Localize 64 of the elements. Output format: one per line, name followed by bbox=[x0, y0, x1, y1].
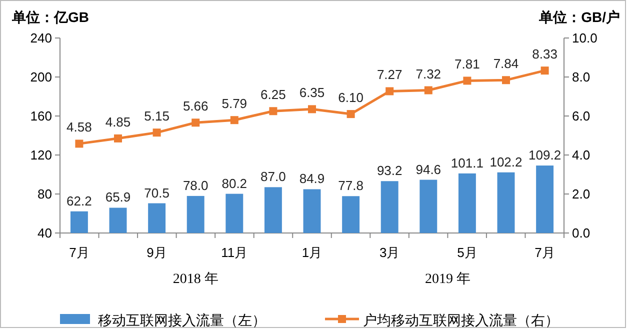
x-tick-label: 9月 bbox=[146, 245, 167, 260]
data-label: 5.66 bbox=[182, 98, 208, 114]
data-label: 65.9 bbox=[105, 190, 131, 205]
point bbox=[463, 76, 472, 85]
point bbox=[502, 76, 510, 84]
y2-tick-label: 10.0 bbox=[572, 30, 598, 46]
data-label: 93.2 bbox=[376, 163, 402, 178]
y-tick-label: 160 bbox=[30, 108, 52, 124]
data-label: 6.35 bbox=[299, 85, 325, 100]
text: 2019 年 bbox=[425, 271, 471, 287]
point bbox=[75, 140, 84, 148]
legend-label: 户均移动互联网接入流量（右） bbox=[363, 312, 559, 328]
data-label: 5.15 bbox=[144, 108, 170, 124]
y-tick-label: 120 bbox=[30, 148, 52, 163]
point bbox=[308, 105, 316, 114]
data-label: 62.2 bbox=[66, 193, 92, 208]
point bbox=[540, 66, 549, 75]
data-label: 77.8 bbox=[338, 178, 364, 194]
data-label: 6.10 bbox=[338, 90, 364, 106]
data-label: 87.0 bbox=[260, 169, 286, 184]
point bbox=[346, 110, 355, 118]
y-tick-label: 40 bbox=[38, 226, 52, 241]
y2-tick-label: 8.0 bbox=[572, 70, 590, 85]
x-tick-label: 3月 bbox=[379, 245, 400, 260]
y-tick-label: 200 bbox=[30, 70, 52, 85]
data-label: 7.84 bbox=[493, 56, 519, 72]
data-label: 4.85 bbox=[105, 114, 131, 130]
x-tick-label: 1月 bbox=[302, 245, 322, 260]
data-label: 70.5 bbox=[144, 185, 170, 200]
y-axis-title: 单位：亿GB bbox=[11, 9, 89, 25]
y2-tick-label: 6.0 bbox=[572, 108, 590, 124]
x-tick-label: 7月 bbox=[69, 245, 90, 260]
point bbox=[269, 107, 278, 116]
y2-tick-label: 0.0 bbox=[572, 226, 590, 241]
data-label: 109.2 bbox=[528, 148, 562, 163]
point bbox=[152, 128, 161, 137]
data-label: 7.32 bbox=[416, 66, 442, 82]
legend-label: 移动互联网接入流量（左） bbox=[98, 312, 266, 328]
x-tick-label: 7月 bbox=[534, 245, 555, 260]
point bbox=[114, 134, 122, 142]
y-tick-label: 240 bbox=[30, 30, 52, 46]
x-tick-label: 11月 bbox=[221, 245, 248, 260]
y2-axis-title: 单位：GB/户 bbox=[538, 9, 620, 25]
data-label: 94.6 bbox=[416, 162, 442, 177]
y-tick-label: 80 bbox=[38, 186, 52, 202]
point bbox=[424, 86, 432, 94]
data-label: 8.33 bbox=[532, 46, 558, 62]
point bbox=[230, 116, 238, 124]
data-label: 102.2 bbox=[490, 154, 522, 170]
data-label: 101.1 bbox=[450, 155, 484, 170]
data-label: 5.79 bbox=[222, 96, 248, 112]
y2-tick-label: 4.0 bbox=[572, 148, 590, 163]
text: 2018 年 bbox=[172, 271, 218, 287]
data-label: 78.0 bbox=[182, 178, 208, 193]
data-label: 7.27 bbox=[376, 67, 402, 82]
x-tick-label: 5月 bbox=[457, 245, 478, 260]
data-label: 4.58 bbox=[66, 120, 92, 135]
data-label: 84.9 bbox=[299, 171, 325, 186]
point bbox=[192, 118, 200, 127]
data-label: 6.25 bbox=[260, 87, 286, 102]
y2-tick-label: 2.0 bbox=[572, 186, 590, 202]
point bbox=[386, 87, 394, 96]
data-label: 7.81 bbox=[454, 56, 480, 72]
data-label: 80.2 bbox=[222, 176, 248, 191]
